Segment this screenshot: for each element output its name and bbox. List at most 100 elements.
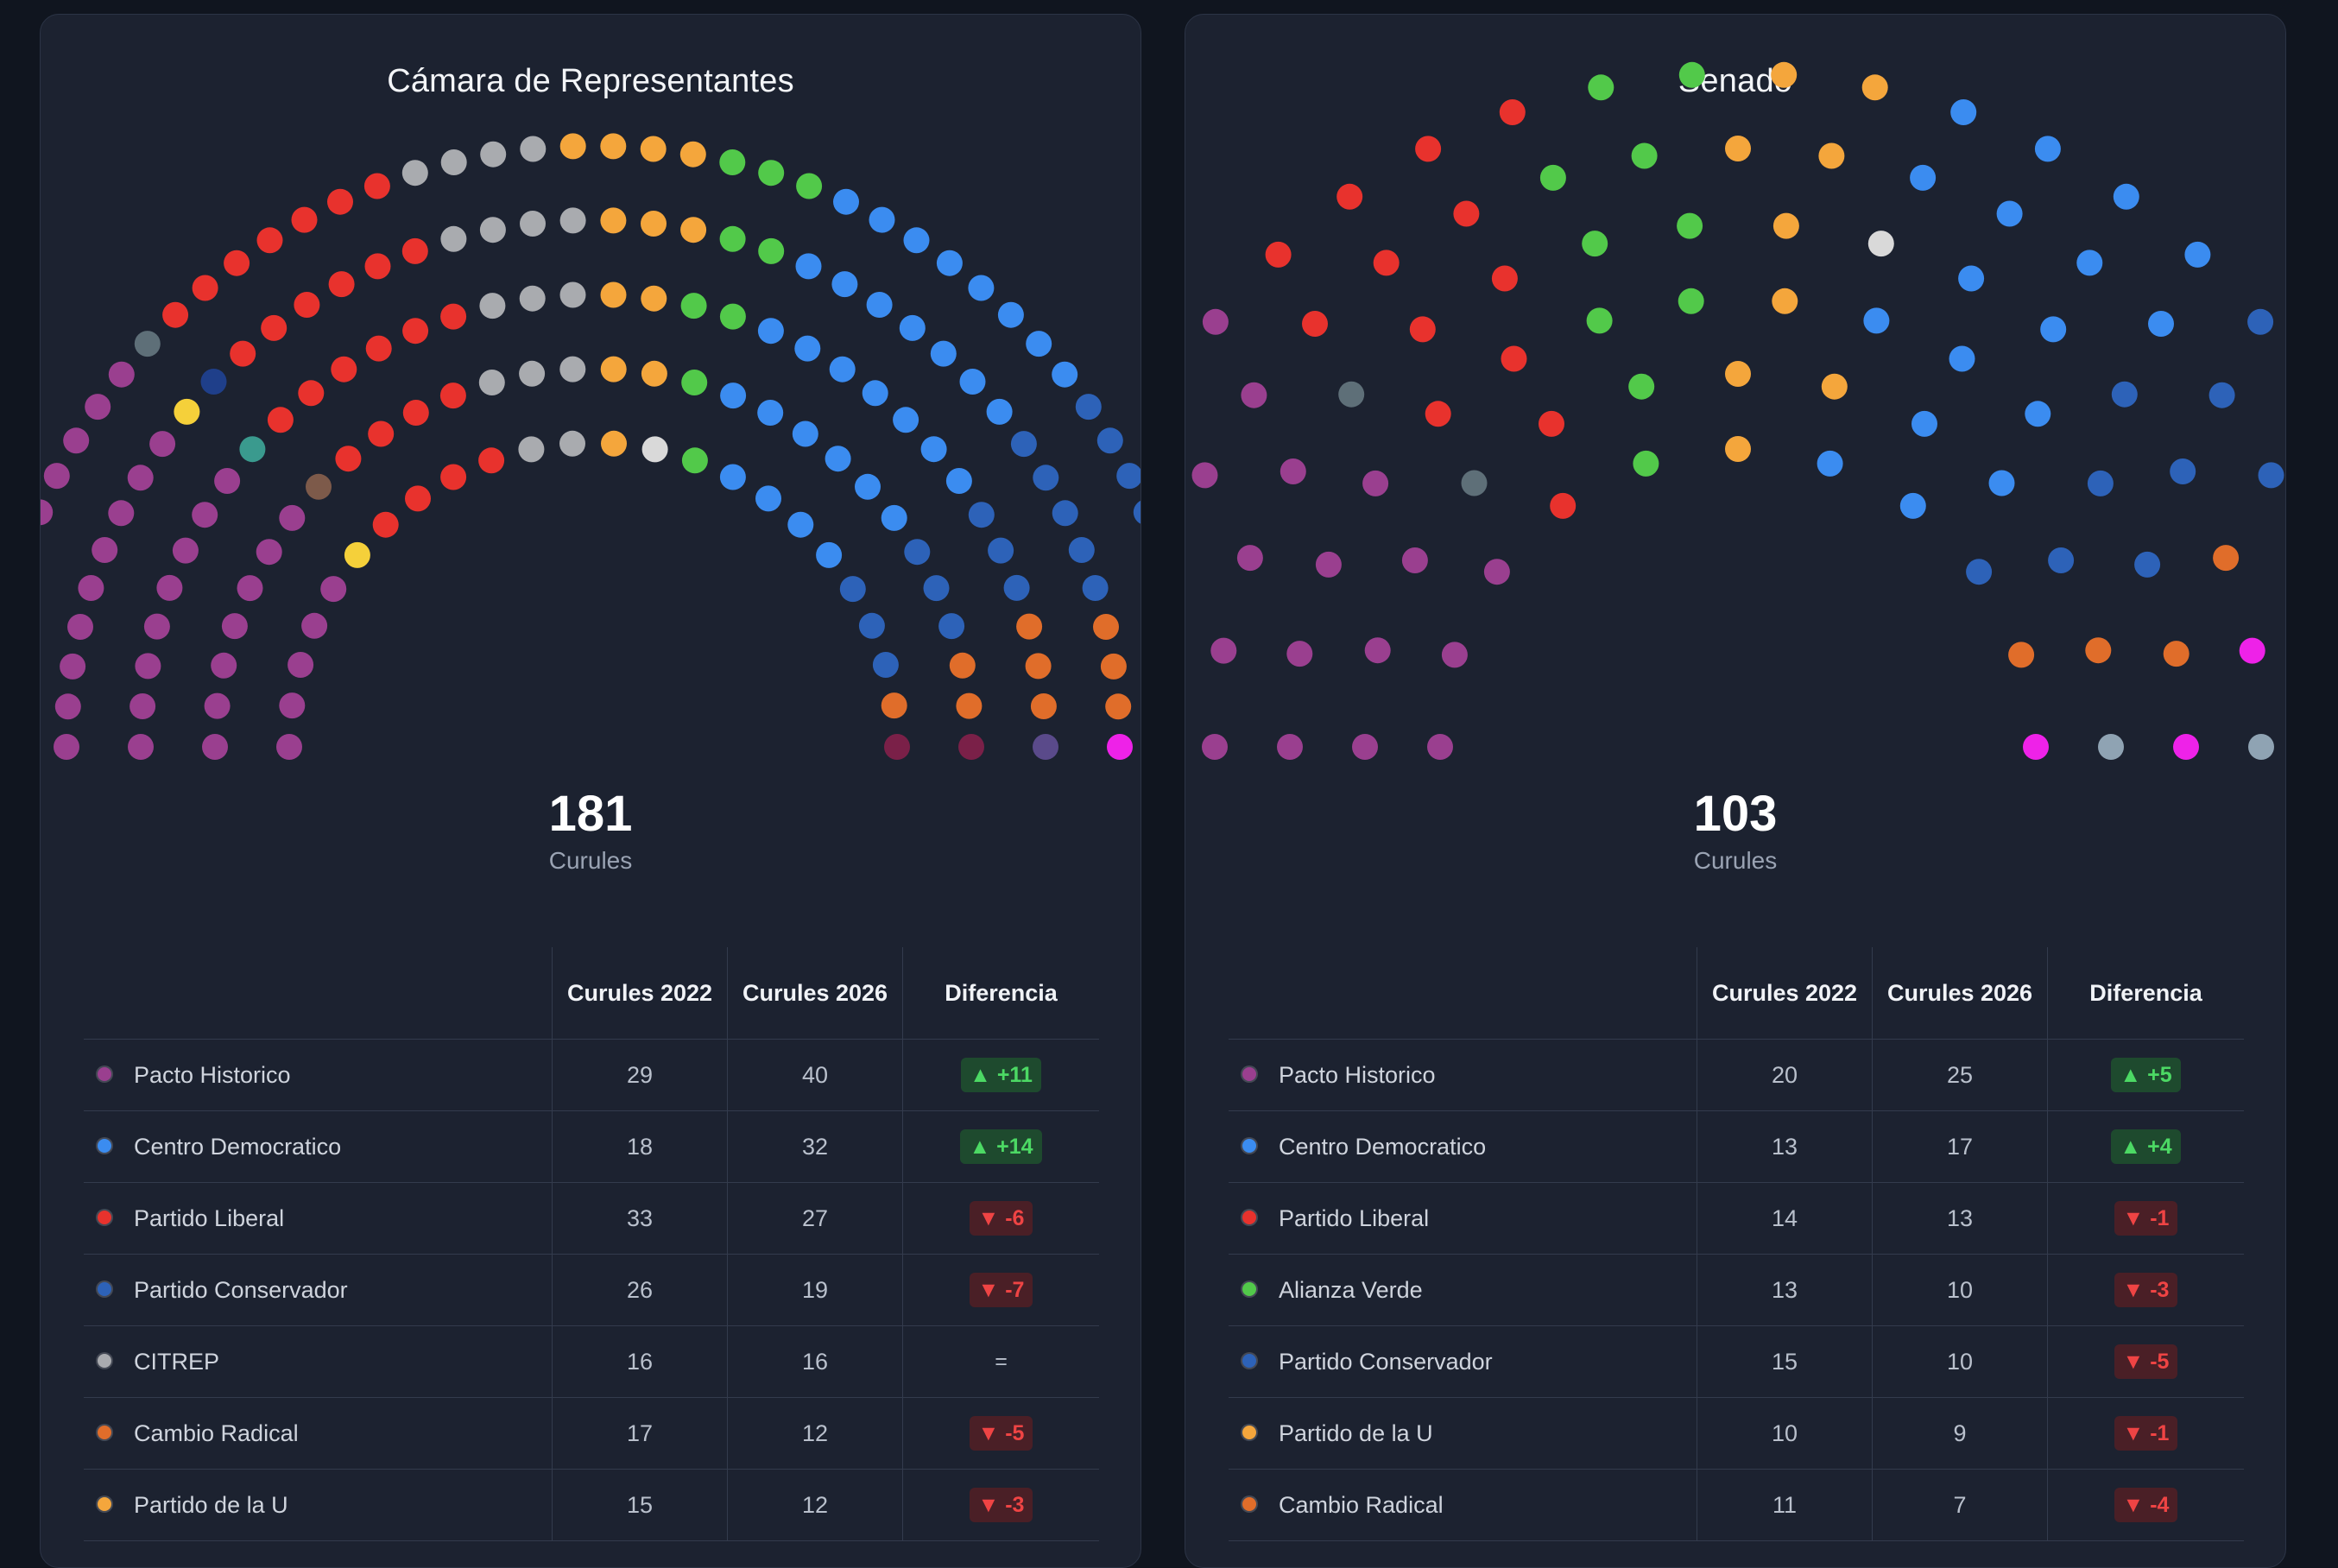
seat-pacto — [149, 431, 176, 458]
seat-pacto — [108, 361, 135, 388]
seat-brown — [306, 473, 332, 500]
seat-liberal — [405, 485, 431, 512]
seat-verde — [1678, 61, 1705, 88]
seats-2026: 10 — [1872, 1325, 2048, 1398]
difference-badge: ▲ +4 — [2111, 1129, 2181, 1164]
seat-pacto — [1362, 470, 1389, 496]
seat-u — [600, 207, 627, 234]
seat-cambio — [2008, 642, 2035, 668]
seat-magenta — [2239, 637, 2265, 664]
seat-pacto — [276, 734, 302, 760]
seat-cd — [1052, 361, 1078, 388]
difference-badge: ▼ -5 — [2114, 1344, 2178, 1379]
table-row: CITREP 16 16 = — [84, 1325, 1099, 1398]
seat-pacto — [78, 575, 104, 601]
seat-difference: ▼ -7 — [902, 1254, 1099, 1326]
seat-magenta — [1107, 734, 1133, 760]
difference-value: -1 — [2150, 1421, 2170, 1445]
camara-hemicycle — [41, 133, 1141, 760]
seat-liberal — [402, 318, 429, 345]
seat-difference: ▼ -1 — [2047, 1182, 2244, 1255]
seats-2026: 12 — [727, 1397, 903, 1470]
seat-cd — [893, 407, 919, 433]
party-cell: Partido Liberal — [84, 1182, 553, 1255]
difference-badge: ▼ -7 — [969, 1273, 1033, 1307]
seat-liberal — [328, 271, 355, 298]
seat-cd — [1863, 307, 1890, 334]
difference-badge: ▲ +11 — [961, 1058, 1041, 1092]
seat-teal — [239, 436, 266, 463]
table-row: Partido Conservador 15 10 ▼ -5 — [1229, 1325, 2244, 1398]
seat-u — [1771, 61, 1798, 88]
party-cell: Alianza Verde — [1229, 1254, 1697, 1326]
seat-cd — [2148, 311, 2174, 337]
seat-pacto — [92, 537, 118, 563]
seat-u — [600, 133, 627, 160]
party-name: Alianza Verde — [1279, 1276, 1423, 1303]
camara-panel: Cámara de Representantes 181 Curules Cur… — [40, 14, 1141, 1568]
seat-citrep — [559, 430, 585, 457]
seat-liberal — [368, 420, 395, 447]
seats-2026: 12 — [727, 1469, 903, 1541]
difference-value: +11 — [996, 1063, 1033, 1087]
seat-pacto — [1236, 545, 1263, 572]
triangle-down-icon: ▼ — [2122, 1421, 2151, 1445]
seat-difference: ▲ +5 — [2047, 1039, 2244, 1111]
seat-cd — [795, 253, 822, 280]
seat-liberal — [1491, 265, 1518, 292]
seat-liberal — [372, 511, 399, 538]
seat-u — [1725, 136, 1751, 161]
seat-conservador — [1082, 575, 1109, 601]
seat-conservador — [1116, 463, 1141, 490]
party-name: Pacto Historico — [1279, 1061, 1436, 1088]
seat-pacto — [1202, 734, 1228, 760]
party-name: Partido de la U — [134, 1491, 288, 1518]
seat-u — [1861, 74, 1888, 101]
seat-difference: ▲ +14 — [902, 1110, 1099, 1183]
table-row: Partido Liberal 33 27 ▼ -6 — [84, 1182, 1099, 1255]
seat-cd — [757, 318, 784, 345]
seat-cd — [2040, 316, 2067, 343]
seat-citrep — [519, 360, 546, 387]
seat-cd — [787, 511, 814, 538]
seat-liberal — [294, 292, 320, 318]
seat-pacto — [60, 653, 86, 680]
seat-verde — [758, 237, 785, 264]
seat-pacto — [1191, 462, 1218, 489]
seat-cd — [2025, 401, 2051, 427]
seat-pacto — [221, 613, 248, 640]
seat-conservador — [2208, 382, 2235, 408]
seat-u — [559, 133, 586, 160]
seat-pacto — [1441, 642, 1468, 668]
seat-conservador — [904, 539, 931, 566]
seat-u — [640, 136, 667, 162]
seat-pacto — [1277, 734, 1303, 760]
seat-maroon — [884, 734, 910, 760]
difference-value: -3 — [2150, 1278, 2170, 1302]
difference-value: -1 — [2150, 1206, 2170, 1230]
seat-citrep — [559, 356, 586, 383]
seat-liberal — [440, 303, 467, 330]
triangle-down-icon: ▼ — [2122, 1350, 2151, 1374]
seat-conservador — [1010, 431, 1037, 458]
seat-pacto — [204, 692, 231, 719]
seat-conservador — [1068, 537, 1095, 563]
seat-pacto — [320, 576, 347, 603]
seat-cd — [1988, 470, 2015, 496]
seat-conservador — [923, 575, 950, 602]
seat-pacto — [192, 502, 218, 528]
seat-cambio — [1105, 693, 1132, 720]
difference-value: -4 — [2150, 1493, 2170, 1517]
seat-cd — [2184, 241, 2211, 268]
difference-value: -6 — [1005, 1206, 1025, 1230]
seats-2022: 15 — [1697, 1325, 1873, 1398]
party-name: Partido Conservador — [134, 1276, 348, 1303]
party-cell: Centro Democratico — [1229, 1110, 1697, 1183]
difference-value: = — [995, 1350, 1008, 1374]
senado-total-label: Curules — [1693, 847, 1778, 874]
seat-difference: ▼ -5 — [2047, 1325, 2244, 1398]
seat-u — [1772, 212, 1799, 239]
seat-cambio — [2213, 545, 2240, 572]
seat-pacto — [172, 537, 199, 564]
seat-cambio — [881, 692, 907, 719]
